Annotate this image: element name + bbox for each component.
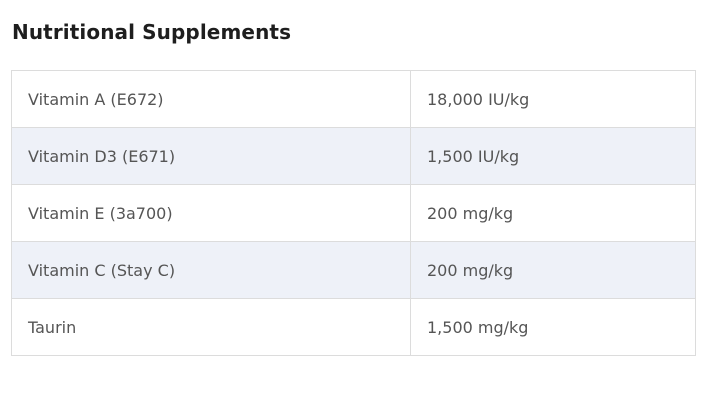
supplement-name: Vitamin C (Stay C): [11, 241, 411, 299]
supplement-name: Vitamin A (E672): [11, 70, 411, 128]
supplement-value: 200 mg/kg: [410, 184, 696, 242]
supplement-name: Vitamin E (3a700): [11, 184, 411, 242]
supplement-name: Taurin: [11, 298, 411, 356]
supplement-value: 18,000 IU/kg: [410, 70, 696, 128]
section-title: Nutritional Supplements: [12, 20, 292, 44]
supplement-value: 200 mg/kg: [410, 241, 696, 299]
supplement-value: 1,500 mg/kg: [410, 298, 696, 356]
table-row: Vitamin A (E672) 18,000 IU/kg: [11, 70, 696, 128]
table-row: Vitamin C (Stay C) 200 mg/kg: [11, 241, 696, 299]
supplement-name: Vitamin D3 (E671): [11, 127, 411, 185]
table-row: Vitamin D3 (E671) 1,500 IU/kg: [11, 127, 696, 185]
supplement-value: 1,500 IU/kg: [410, 127, 696, 185]
table-row: Taurin 1,500 mg/kg: [11, 298, 696, 356]
supplements-table: Vitamin A (E672) 18,000 IU/kg Vitamin D3 …: [11, 70, 696, 356]
table-row: Vitamin E (3a700) 200 mg/kg: [11, 184, 696, 242]
